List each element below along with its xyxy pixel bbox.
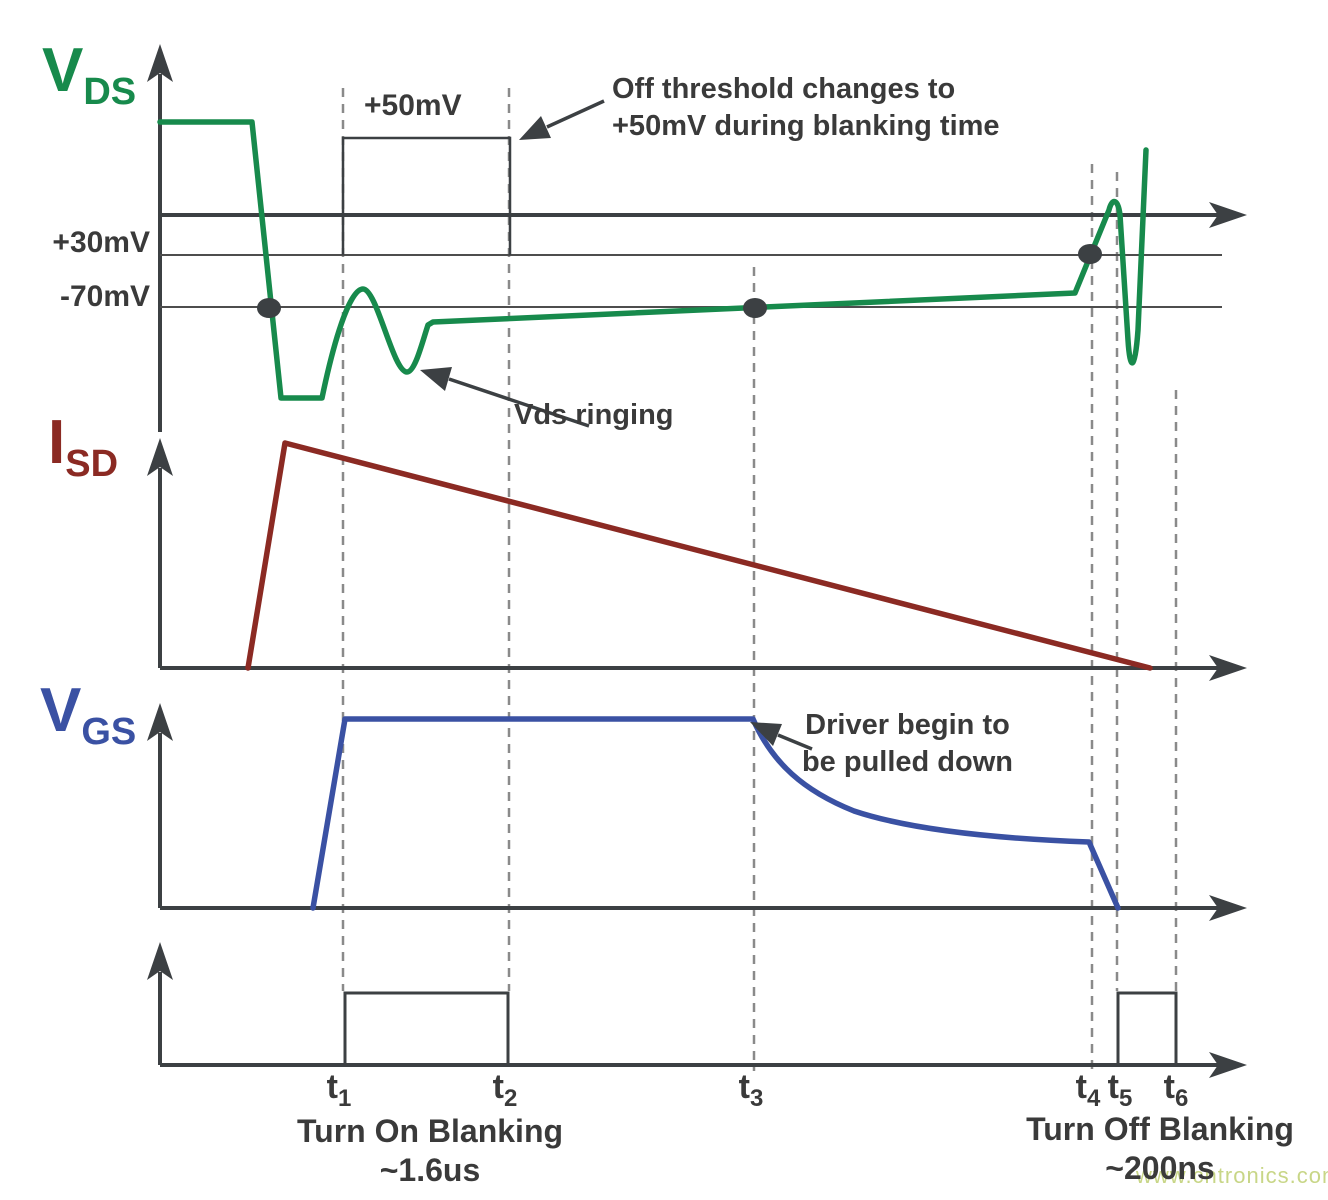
t6-main: t: [1163, 1068, 1175, 1106]
off-threshold-annotation: Off threshold changes to +50mV during bl…: [612, 71, 1000, 145]
t3-sub: 3: [749, 1085, 764, 1112]
off-threshold-annotation-line2: +50mV during blanking time: [612, 110, 1000, 142]
t5-sub: 5: [1118, 1085, 1133, 1112]
vds-ringing-label: Vds ringing: [514, 399, 674, 431]
driver-arrow-head: [750, 722, 782, 746]
trip-point-dot-1: [257, 298, 281, 318]
turn-off-blanking-line1: Turn Off Blanking: [1026, 1111, 1294, 1147]
vgs-axis-label: V GS: [40, 676, 136, 752]
isd-value-axis-arrow: [147, 438, 173, 476]
vds-value-axis-arrow: [147, 44, 173, 82]
blanking-threshold-step: [341, 136, 512, 255]
t1-main: t: [326, 1068, 338, 1106]
isd-axis-label-sub: SD: [65, 443, 119, 486]
isd-axis-label-main: I: [48, 408, 66, 477]
dashed-time-guides: [341, 88, 1178, 1071]
vds-time-axis-arrow: [1209, 202, 1247, 228]
turn-off-blanking-pulse: [1116, 991, 1178, 1065]
vgs-waveform: [310, 716, 1121, 911]
annotation-arrows: [420, 99, 813, 751]
t2-sub: 2: [503, 1085, 518, 1112]
off-threshold-arrow-line: [546, 99, 605, 129]
isd-waveform: [245, 440, 1153, 671]
ringing-arrow-head: [420, 367, 452, 391]
ringing-arrow-line: [448, 377, 590, 428]
vgs-plot: [147, 703, 1247, 921]
vds-waveform: [157, 119, 1149, 401]
off-threshold-annotation-line1: Off threshold changes to: [612, 73, 956, 105]
vgs-value-axis-arrow: [147, 703, 173, 741]
blanking-time-axis-arrow: [1209, 1052, 1247, 1078]
t6-sub: 6: [1174, 1085, 1189, 1112]
trip-point-dot-3: [1078, 244, 1102, 264]
isd-axis-label: I SD: [48, 408, 118, 484]
off-threshold-arrow-head: [519, 116, 551, 140]
t4-main: t: [1075, 1068, 1087, 1106]
vds-axis-label-main: V: [42, 36, 84, 105]
isd-plot: [147, 438, 1247, 681]
vgs-axis-label-sub: GS: [81, 711, 137, 754]
t4-sub: 4: [1086, 1085, 1101, 1112]
turn-on-blanking-line1: Turn On Blanking: [296, 1113, 564, 1149]
trip-point-dot-2: [743, 298, 767, 318]
turn-off-blanking-line2: ~200ns: [1105, 1150, 1215, 1186]
vds-plot: [147, 44, 1247, 432]
turn-on-blanking-label: Turn On Blanking ~1.6us: [270, 1112, 590, 1190]
turn-on-blanking-line2: ~1.6us: [379, 1152, 481, 1188]
site-watermark: www.cntronics.com: [1136, 1163, 1328, 1188]
off-threshold-label: -70mV: [59, 280, 150, 313]
blanking-threshold-label: +50mV: [364, 89, 462, 122]
blanking-plot: [147, 942, 1247, 1078]
vgs-axis-label-main: V: [40, 676, 82, 745]
turn-off-blanking-label: Turn Off Blanking ~200ns: [1000, 1110, 1320, 1188]
driver-annotation-line1: Driver begin to: [805, 709, 1010, 741]
vds-axis-label: V DS: [42, 36, 136, 112]
on-threshold-label: +30mV: [52, 226, 150, 259]
t2-main: t: [492, 1068, 504, 1106]
driver-arrow-line: [777, 733, 813, 751]
t3-main: t: [738, 1068, 750, 1106]
isd-time-axis-arrow: [1209, 655, 1247, 681]
turn-on-blanking-pulse: [343, 991, 510, 1065]
vds-axis-label-sub: DS: [83, 71, 137, 114]
driver-annotation: Driver begin to be pulled down: [800, 707, 1015, 781]
t1-sub: 1: [337, 1085, 352, 1112]
t5-main: t: [1107, 1068, 1119, 1106]
vgs-time-axis-arrow: [1209, 895, 1247, 921]
driver-annotation-line2: be pulled down: [801, 746, 1014, 778]
blanking-value-axis-arrow: [147, 942, 173, 980]
